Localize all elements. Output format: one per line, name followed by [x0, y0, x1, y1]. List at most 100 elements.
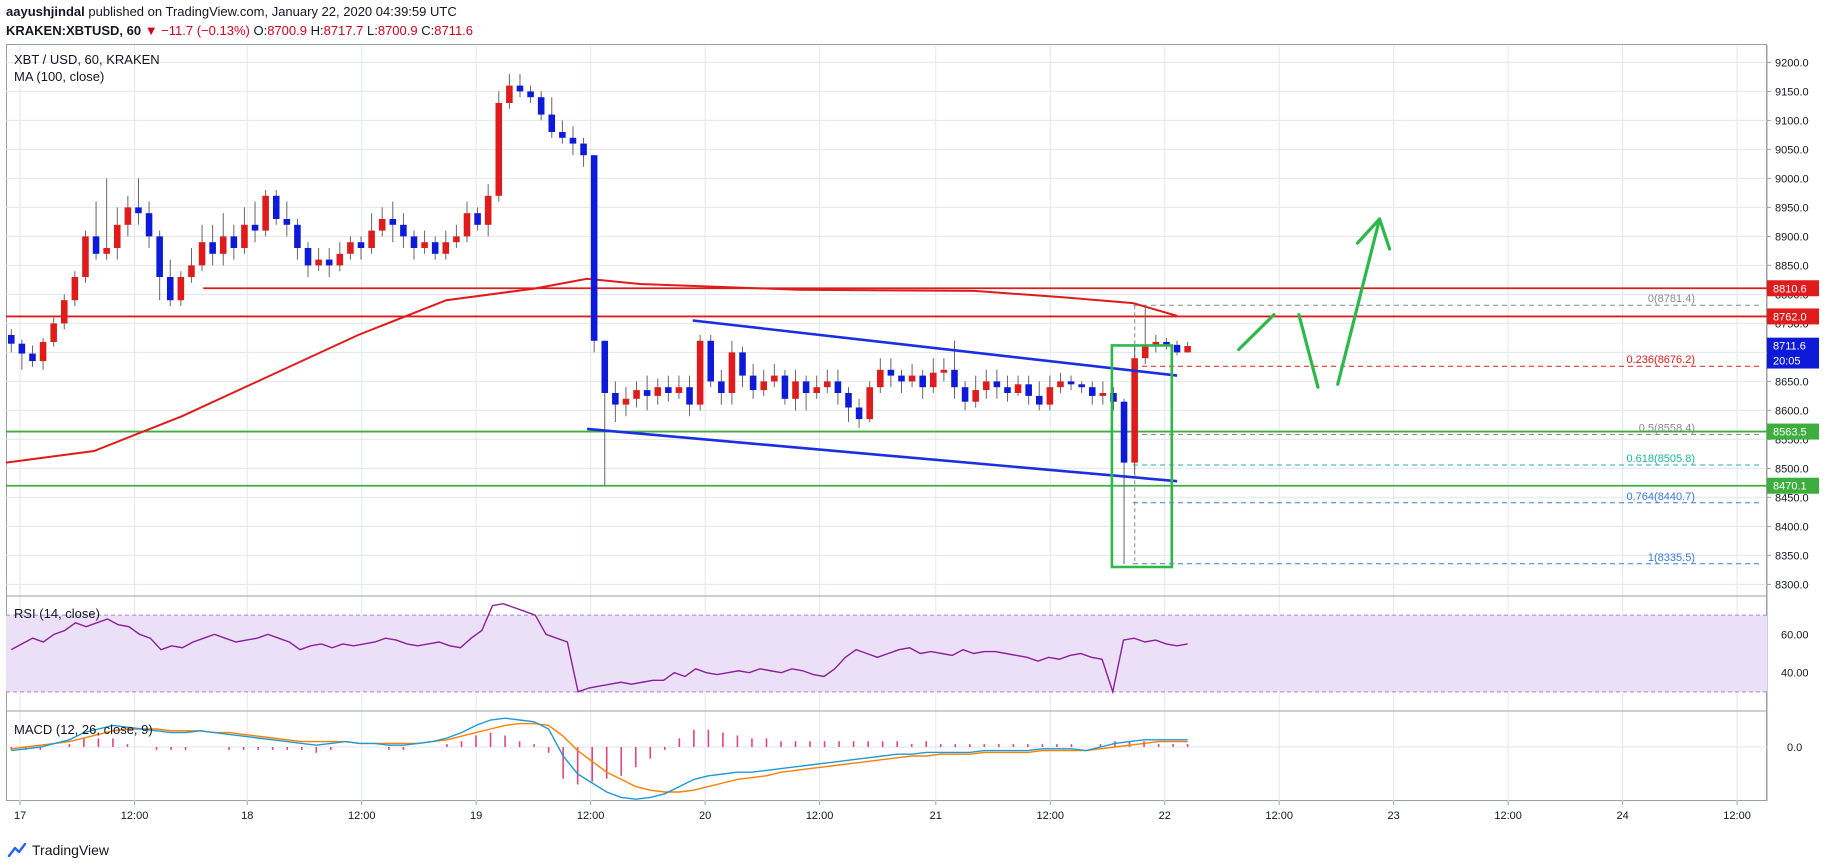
symbol-line[interactable]: KRAKEN:XBTUSD, 60: [6, 23, 142, 38]
candle-down: [792, 381, 799, 399]
candle-down: [71, 277, 79, 301]
candle-up: [29, 353, 36, 362]
fib-label: 0.236(8676.2): [1627, 354, 1696, 366]
tradingview-logo[interactable]: TradingView: [6, 842, 109, 858]
ma-indicator-label[interactable]: MA (100, close): [14, 69, 105, 84]
price-tag: [1767, 352, 1819, 369]
candle-down: [463, 213, 471, 237]
candle-up: [665, 387, 672, 393]
candle-up: [1120, 401, 1128, 463]
candle-down: [124, 207, 132, 225]
candle-up: [400, 224, 407, 237]
candle-up: [7, 335, 15, 344]
candle-down: [728, 352, 736, 393]
x-tick-label: 12:00: [121, 810, 149, 822]
candle-up: [590, 155, 598, 341]
candle-down: [675, 387, 683, 393]
candle-up: [166, 277, 174, 301]
x-tick-label: 12:00: [1265, 810, 1293, 822]
candle-up: [135, 207, 142, 214]
candle-up: [951, 369, 958, 388]
candle-down: [1014, 384, 1022, 393]
candle-down: [188, 265, 195, 277]
candle-up: [993, 381, 1001, 388]
ma100-line: [5, 277, 1178, 464]
price-tag-label: 8810.6: [1773, 283, 1807, 295]
candle-down: [113, 224, 121, 248]
candle-up: [283, 219, 291, 225]
candle-up: [1110, 393, 1117, 402]
candle-down: [241, 224, 248, 248]
fib-label: 0(8781.4): [1648, 293, 1695, 305]
fib-label: 0.5(8558.4): [1639, 423, 1695, 435]
candle-up: [919, 375, 926, 388]
x-tick-label: 24: [1616, 810, 1628, 822]
cloud-icon: [7, 843, 27, 857]
price-tag-label: 20:05: [1773, 356, 1801, 368]
candle-down: [1046, 387, 1054, 405]
candle-up: [527, 91, 534, 98]
x-tick-label: 20: [699, 810, 711, 822]
x-tick-label: 12:00: [806, 810, 834, 822]
rsi-pane-title[interactable]: RSI (14, close): [14, 606, 100, 621]
y-tick-label: 8500.0: [1775, 463, 1809, 475]
candle-down: [1057, 381, 1064, 388]
rsi-tick-label: 40.00: [1781, 668, 1809, 680]
y-tick-label: 8300.0: [1775, 579, 1809, 591]
candle-up: [325, 259, 333, 266]
candle-up: [643, 390, 651, 396]
candle-down: [972, 390, 979, 402]
price-change: ▼ −11.7 (−0.13%): [144, 23, 250, 38]
main-pane-title: XBT / USD, 60, KRAKEN: [14, 52, 160, 67]
rsi-line: [10, 602, 1188, 695]
candle-down: [421, 242, 428, 248]
candle-up: [1067, 381, 1075, 385]
candle-down: [368, 230, 375, 248]
candle-down: [39, 341, 47, 362]
candle-up: [686, 387, 693, 405]
candle-up: [707, 340, 715, 382]
y-tick-label: 8950.0: [1775, 202, 1809, 214]
candle-up: [1078, 384, 1085, 388]
candle-up: [612, 393, 619, 405]
candle-down: [495, 103, 503, 196]
x-tick-label: 23: [1388, 810, 1400, 822]
candle-up: [294, 224, 301, 248]
macd-line: [11, 717, 1188, 800]
candle-down: [177, 277, 185, 301]
y-tick-label: 8650.0: [1775, 376, 1809, 388]
candle-down: [696, 340, 704, 405]
candle-up: [580, 143, 587, 156]
brand-name: TradingView: [32, 842, 110, 858]
x-tick-label: 12:00: [577, 810, 605, 822]
macd-pane-title[interactable]: MACD (12, 26, close, 9): [14, 722, 153, 737]
candle-up: [845, 393, 852, 408]
candle-up: [1025, 384, 1032, 396]
candle-down: [103, 248, 110, 254]
candle-down: [866, 387, 873, 420]
candle-up: [1004, 387, 1011, 393]
y-tick-label: 9000.0: [1775, 173, 1809, 185]
candle-down: [506, 85, 513, 103]
macd-signal-line: [11, 722, 1188, 793]
candle-up: [781, 375, 789, 399]
y-tick-label: 9050.0: [1775, 144, 1809, 156]
candle-down: [1184, 346, 1191, 353]
candle-up: [156, 236, 163, 277]
high-value: 8717.7: [323, 23, 364, 38]
candle-up: [548, 114, 556, 132]
author-name[interactable]: aayushjindal: [6, 4, 85, 19]
candle-up: [431, 242, 439, 254]
candle-down: [82, 236, 89, 277]
high-label: H:: [310, 23, 324, 38]
low-label: L:: [366, 23, 378, 38]
y-tick-label: 8850.0: [1775, 260, 1809, 272]
candle-up: [230, 236, 238, 248]
candle-up: [272, 195, 280, 219]
x-tick-label: 12:00: [1037, 810, 1065, 822]
candle-down: [771, 375, 778, 382]
projection-arrow-segment: [1237, 313, 1276, 352]
fib-label: 0.764(8440.7): [1627, 491, 1696, 503]
candle-up: [1173, 344, 1181, 353]
